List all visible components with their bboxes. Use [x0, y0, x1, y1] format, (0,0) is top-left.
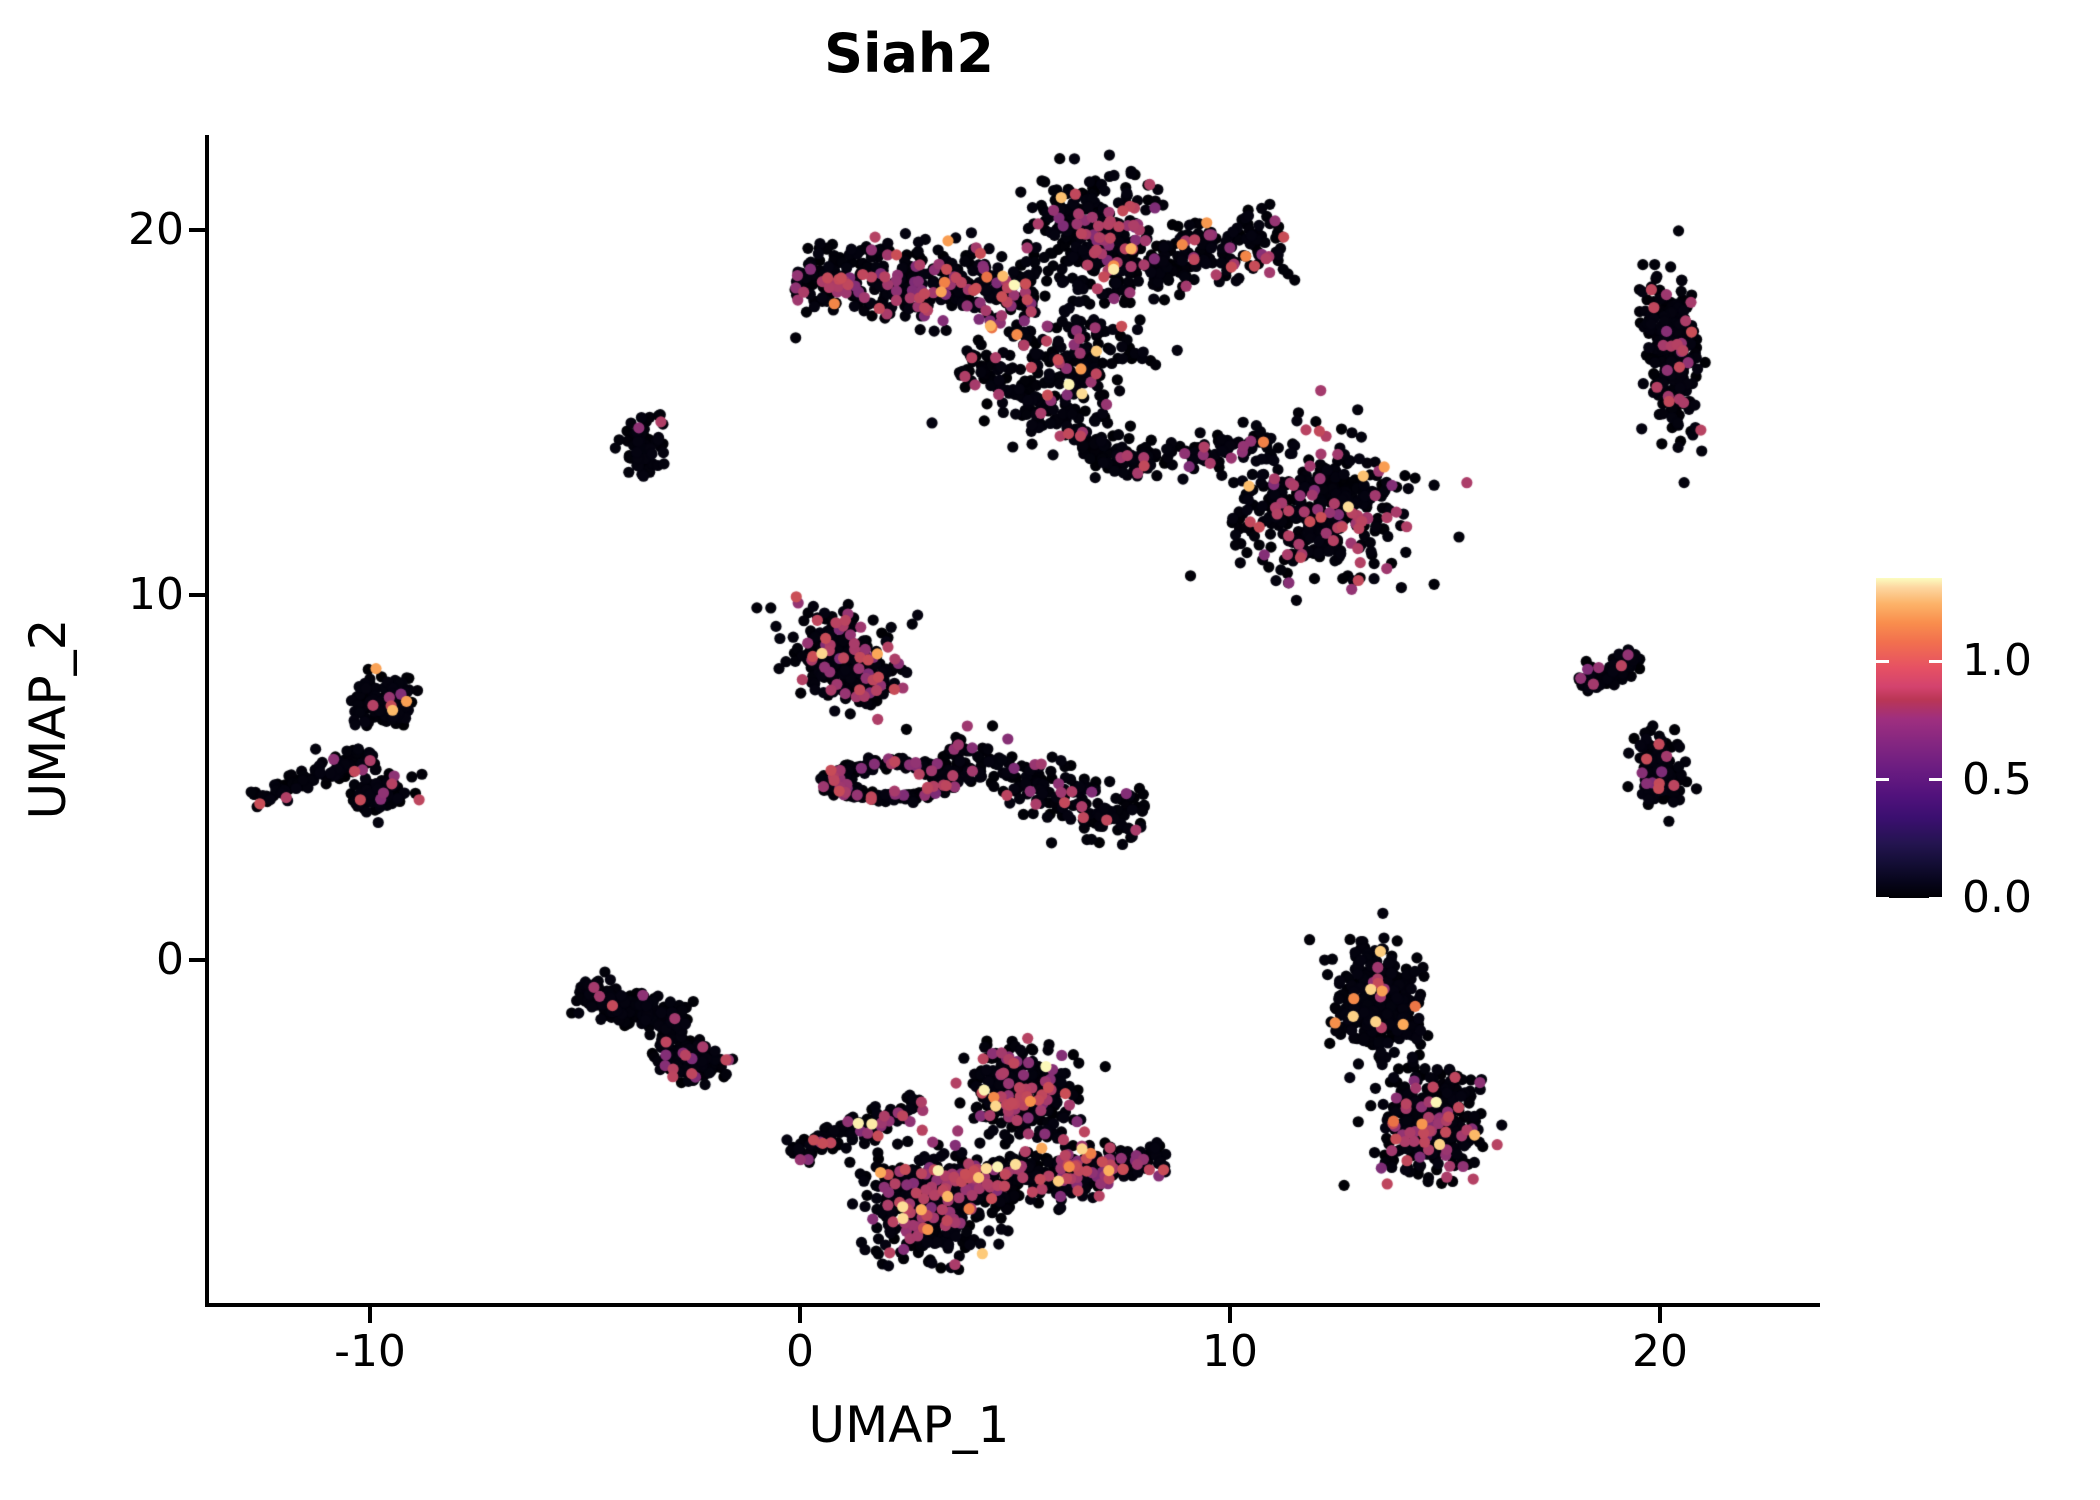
colorbar-tick-mark: [1929, 778, 1942, 782]
y-tick-mark: [189, 228, 205, 232]
colorbar-tick-mark: [1929, 896, 1942, 900]
y-tick-label: 0: [156, 934, 184, 985]
x-tick-mark: [1658, 1307, 1662, 1323]
y-tick-mark: [189, 593, 205, 597]
x-tick-label: 0: [786, 1326, 814, 1377]
y-axis-label: UMAP_2: [19, 618, 77, 820]
x-tick-mark: [1228, 1307, 1232, 1323]
x-axis-label: UMAP_1: [808, 1396, 1010, 1454]
colorbar-tick-mark: [1876, 778, 1889, 782]
y-tick-label: 10: [128, 569, 184, 620]
x-tick-label: 10: [1202, 1326, 1258, 1377]
x-tick-mark: [368, 1307, 372, 1323]
colorbar-tick-label: 1.0: [1962, 635, 2032, 687]
colorbar-tick-label: 0.0: [1962, 872, 2032, 923]
colorbar-tick-label: 0.5: [1962, 753, 2032, 805]
plot-area: [207, 135, 1818, 1305]
x-tick-label: 20: [1632, 1326, 1688, 1377]
colorbar-tick-mark: [1929, 659, 1942, 663]
colorbar-gradient: [1876, 578, 1942, 898]
colorbar: [1876, 578, 1942, 900]
x-tick-mark: [798, 1307, 802, 1323]
colorbar-tick-mark: [1876, 659, 1889, 663]
y-tick-label: 20: [128, 204, 184, 255]
y-tick-mark: [189, 958, 205, 962]
colorbar-tick-mark: [1876, 896, 1889, 900]
x-axis-spine: [205, 1303, 1820, 1307]
page-title: Siah2: [824, 22, 994, 85]
scatter-plot: [207, 135, 1818, 1305]
x-tick-label: -10: [334, 1326, 406, 1377]
